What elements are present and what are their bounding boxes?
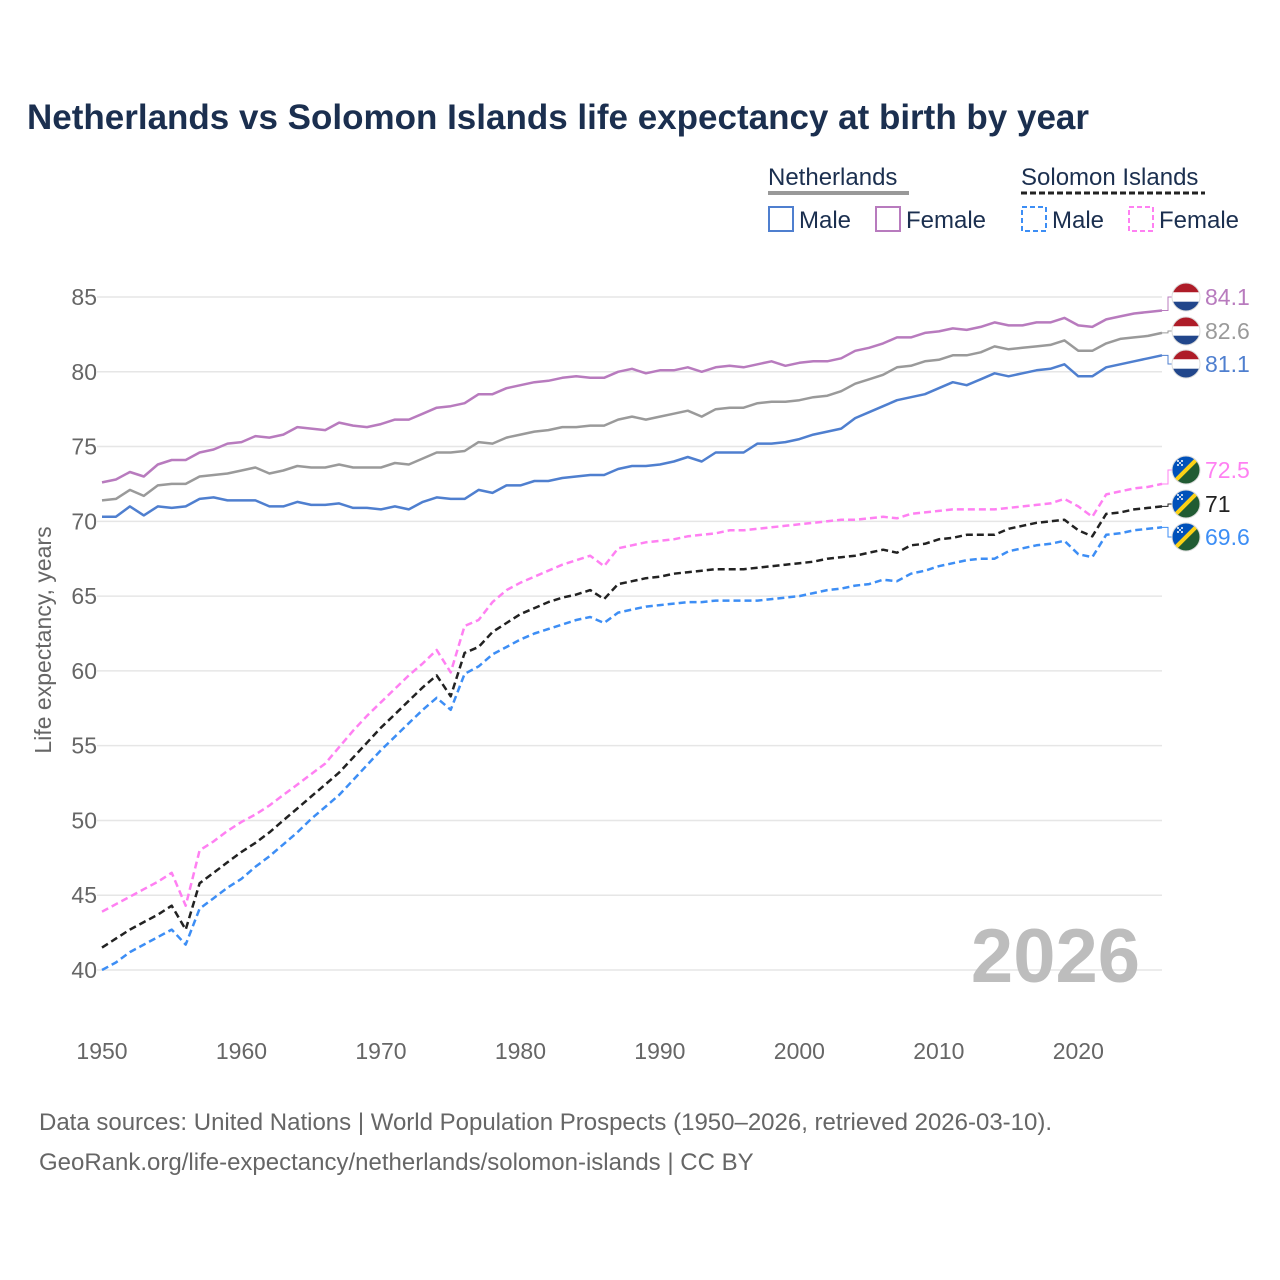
- series-line-netherlands-total: [101, 331, 1163, 502]
- legend-swatch-nl-male: [768, 206, 794, 232]
- legend-swatch-si-female: [1128, 206, 1154, 232]
- netherlands-flag-icon: [1171, 349, 1201, 379]
- chart-title: Netherlands vs Solomon Islands life expe…: [27, 98, 1089, 137]
- series-line-solomon-islands-male: [101, 526, 1163, 972]
- legend-label-nl-female[interactable]: Female: [906, 207, 986, 234]
- end-label-connector: [1162, 469, 1172, 485]
- y-tick-label: 55: [71, 733, 97, 759]
- y-tick-label: 75: [71, 434, 97, 460]
- end-value-label: 71: [1205, 491, 1231, 517]
- legend-group-netherlands: Netherlands: [768, 164, 897, 191]
- solomon-islands-flag-icon: [1171, 489, 1201, 519]
- y-tick-label: 70: [71, 508, 97, 534]
- y-tick-label: 60: [71, 658, 97, 684]
- legend-label-si-male[interactable]: Male: [1052, 207, 1104, 234]
- series-line-solomon-islands-female: [101, 482, 1163, 913]
- end-value-label: 84.1: [1205, 284, 1250, 310]
- legend-swatch-nl-female: [875, 206, 901, 232]
- y-axis-label: Life expectancy, years: [30, 526, 56, 753]
- y-tick-label: 65: [71, 583, 97, 609]
- y-tick-label: 80: [71, 359, 97, 385]
- end-value-label: 72.5: [1205, 457, 1250, 483]
- y-tick-label: 50: [71, 807, 97, 833]
- netherlands-flag-icon: [1171, 282, 1201, 312]
- end-value-label: 69.6: [1205, 524, 1250, 550]
- legend-label-nl-male[interactable]: Male: [799, 207, 851, 234]
- end-label-connector: [1162, 526, 1172, 538]
- footer-link[interactable]: GeoRank.org/life-expectancy/netherlands/…: [39, 1149, 754, 1176]
- end-label-connector: [1162, 503, 1172, 507]
- legend-group-solomon-islands: Solomon Islands: [1021, 164, 1198, 191]
- x-tick-label: 2020: [1053, 1038, 1104, 1064]
- x-tick-label: 2010: [913, 1038, 964, 1064]
- series-lines: [101, 309, 1163, 972]
- series-line-netherlands-female: [101, 309, 1163, 484]
- solomon-islands-flag-icon: [1171, 455, 1201, 485]
- x-tick-label: 2000: [774, 1038, 825, 1064]
- x-tick-label: 1950: [76, 1038, 127, 1064]
- footer-sources: Data sources: United Nations | World Pop…: [39, 1109, 1052, 1136]
- y-tick-label: 85: [71, 284, 97, 310]
- solomon-islands-flag-icon: [1171, 522, 1201, 552]
- x-tick-label: 1980: [495, 1038, 546, 1064]
- y-axis: 40 45 50 55 60 65 70 75 80 85: [71, 284, 97, 983]
- x-axis: 1950 1960 1970 1980 1990 2000 2010 2020: [76, 1038, 1103, 1064]
- legend: Netherlands Male Female Solomon Islands …: [768, 164, 1239, 234]
- x-tick-label: 1960: [216, 1038, 267, 1064]
- y-tick-label: 40: [71, 957, 97, 983]
- gridlines: [97, 296, 1162, 971]
- end-label-connector: [1162, 354, 1172, 365]
- netherlands-flag-icon: [1171, 316, 1201, 346]
- x-tick-label: 1970: [355, 1038, 406, 1064]
- legend-label-si-female[interactable]: Female: [1159, 207, 1239, 234]
- end-value-label: 82.6: [1205, 318, 1250, 344]
- end-labels: 84.1 82.6 81.1 72.5 71 69.6: [1162, 282, 1250, 552]
- x-tick-label: 1990: [634, 1038, 685, 1064]
- end-label-connector: [1162, 330, 1172, 334]
- series-line-solomon-islands-total: [101, 505, 1163, 949]
- year-watermark: 2026: [971, 914, 1140, 999]
- end-value-label: 81.1: [1205, 351, 1250, 377]
- y-tick-label: 45: [71, 882, 97, 908]
- legend-swatch-si-male: [1021, 206, 1047, 232]
- series-line-netherlands-male: [102, 354, 1163, 519]
- end-label-connector: [1162, 296, 1172, 311]
